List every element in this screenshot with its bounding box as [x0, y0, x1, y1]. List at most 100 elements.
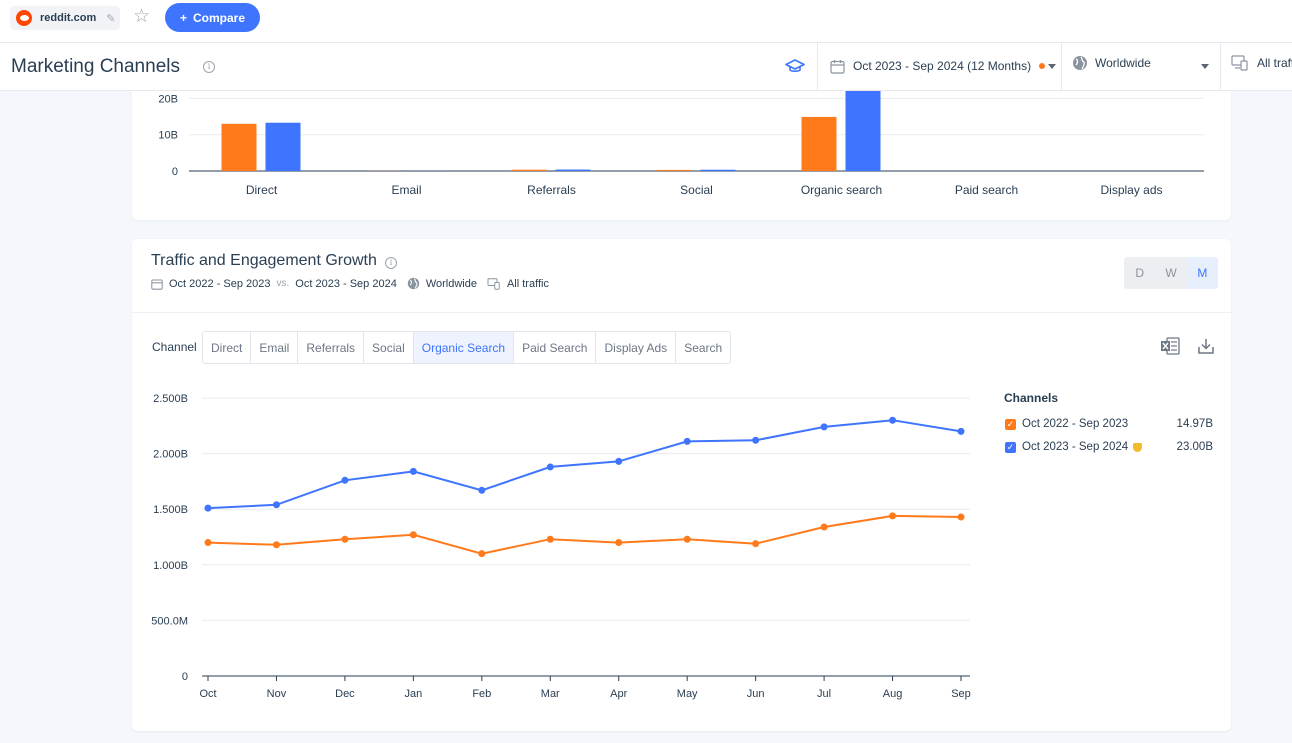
legend-title: Channels: [1004, 391, 1059, 405]
data-point[interactable]: [752, 436, 760, 444]
x-tick-label: Mar: [541, 688, 560, 700]
compare-label: Compare: [193, 10, 246, 25]
data-point[interactable]: [957, 427, 965, 435]
tab-direct[interactable]: Direct: [203, 332, 252, 363]
bar[interactable]: [700, 169, 736, 171]
vs-label: vs.: [276, 278, 290, 289]
legend-item[interactable]: ✓ Oct 2022 - Sep 2023 14.97B: [1005, 416, 1213, 432]
bar[interactable]: [265, 122, 301, 171]
tab-paid-search[interactable]: Paid Search: [514, 332, 597, 363]
tab-referrals[interactable]: Referrals: [298, 332, 365, 363]
y-tick-label: 10B: [158, 130, 178, 142]
site-chip[interactable]: reddit.com ✎: [10, 6, 120, 30]
granularity-daily[interactable]: D: [1135, 266, 1144, 280]
data-point[interactable]: [204, 504, 212, 512]
data-point[interactable]: [683, 437, 691, 445]
tab-search[interactable]: Search: [684, 340, 723, 355]
page-title: Marketing Channels: [11, 56, 180, 77]
bar[interactable]: [555, 169, 591, 171]
edit-pencil-icon[interactable]: ✎: [106, 12, 116, 25]
y-tick-label: 2.000B: [153, 449, 188, 461]
header-divider: [817, 43, 818, 90]
data-point[interactable]: [272, 501, 280, 509]
y-tick-label: 1.500B: [153, 504, 188, 516]
checkbox-icon[interactable]: ✓: [1005, 418, 1016, 430]
star-icon[interactable]: ☆: [133, 6, 151, 27]
info-icon[interactable]: i: [203, 61, 215, 73]
traffic-line-chart: 0 500.0M 1.000B 1.500B 2.000B 2.500B Oct Nov Dec…: [151, 393, 970, 700]
plus-icon: +: [179, 10, 187, 25]
globe-icon: [407, 277, 419, 290]
data-point[interactable]: [683, 535, 691, 543]
y-tick-label: 2.500B: [153, 393, 188, 405]
page-header: Marketing Channels i Oct 2023 - Sep 2024…: [0, 43, 1292, 91]
date-range-selector[interactable]: Oct 2023 - Sep 2024 (12 Months): [830, 55, 1057, 77]
data-point[interactable]: [204, 539, 212, 547]
legend-value: 23.00B: [1176, 441, 1213, 453]
trophy-icon: [1133, 442, 1143, 452]
traffic-growth-card: Traffic and Engagement Growth i Oct 2022…: [132, 239, 1231, 731]
bar[interactable]: [656, 169, 692, 171]
data-point[interactable]: [478, 550, 486, 558]
data-point[interactable]: [615, 457, 623, 465]
x-tick-label: Aug: [883, 688, 903, 700]
data-point[interactable]: [820, 523, 828, 531]
tab-email[interactable]: Email: [251, 332, 299, 363]
legend-value: 14.97B: [1176, 418, 1213, 430]
country-selector[interactable]: Worldwide: [1072, 55, 1151, 71]
data-point[interactable]: [615, 539, 623, 547]
section-title: Traffic and Engagement Growth: [151, 252, 377, 269]
traffic-label: All traffic: [1257, 56, 1292, 70]
geo-label: Worldwide: [425, 277, 477, 290]
graduation-cap-icon[interactable]: [785, 57, 805, 75]
x-tick-label: Jan: [404, 688, 422, 700]
data-point[interactable]: [820, 423, 828, 431]
bar[interactable]: [221, 123, 257, 171]
data-point[interactable]: [889, 416, 897, 424]
tab-display-ads[interactable]: Display Ads: [596, 332, 677, 363]
calendar-icon: [830, 59, 845, 74]
x-tick-label: Display ads: [1100, 183, 1162, 197]
channel-tabs: Direct Email Referrals Social Organic Se…: [202, 331, 732, 364]
series-line: [207, 419, 962, 510]
legend-item[interactable]: ✓ Oct 2023 - Sep 2024 23.00B: [1005, 439, 1213, 455]
data-point[interactable]: [478, 486, 486, 494]
checkbox-icon[interactable]: ✓: [1005, 441, 1016, 453]
chevron-down-icon[interactable]: [1201, 64, 1209, 69]
data-point[interactable]: [409, 467, 417, 475]
bar[interactable]: [845, 91, 881, 171]
data-point[interactable]: [409, 531, 417, 539]
download-icon[interactable]: [1197, 337, 1215, 355]
data-point[interactable]: [752, 540, 760, 548]
granularity-toggle: D W M: [1124, 257, 1218, 289]
divider: [132, 312, 1231, 313]
granularity-weekly[interactable]: W: [1165, 266, 1177, 280]
info-icon[interactable]: i: [385, 257, 397, 269]
x-tick-label: Apr: [610, 688, 627, 700]
y-tick-label: 500.0M: [151, 615, 188, 627]
period-a: Oct 2022 - Sep 2023: [169, 277, 271, 290]
excel-export-icon[interactable]: [1160, 337, 1180, 355]
data-point[interactable]: [272, 541, 280, 549]
y-tick-label: 0: [172, 166, 178, 178]
data-point[interactable]: [546, 463, 554, 471]
granularity-monthly[interactable]: M: [1186, 257, 1218, 289]
data-point[interactable]: [546, 535, 554, 543]
x-tick-label: Nov: [267, 688, 287, 700]
reddit-logo-icon: [16, 10, 32, 26]
header-divider: [1061, 43, 1062, 90]
header-divider: [1220, 43, 1221, 90]
data-point[interactable]: [889, 512, 897, 520]
bar[interactable]: [801, 116, 837, 171]
compare-button[interactable]: + Compare: [165, 3, 260, 32]
tab-social[interactable]: Social: [364, 332, 414, 363]
traffic-selector[interactable]: All traffic: [1231, 55, 1292, 71]
data-point[interactable]: [341, 476, 349, 484]
bar[interactable]: [511, 169, 547, 171]
tab-organic-search[interactable]: Organic Search: [413, 332, 515, 363]
traffic-label: All traffic: [506, 277, 549, 290]
y-tick-label: 1.000B: [153, 560, 188, 572]
x-tick-label: Feb: [472, 688, 491, 700]
data-point[interactable]: [957, 513, 965, 521]
data-point[interactable]: [341, 535, 349, 543]
